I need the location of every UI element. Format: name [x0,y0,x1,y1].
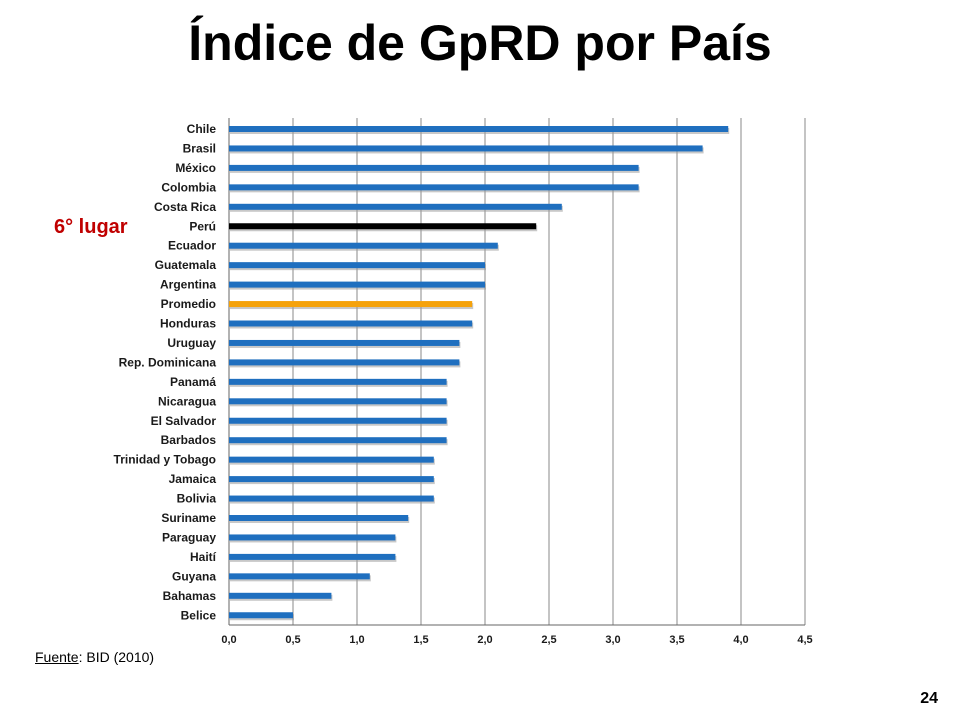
category-label: Belice [181,608,217,622]
bar [229,339,460,346]
x-axis-tick-labels: 0,0 0,5 1,0 1,5 2,0 2,5 3,0 3,5 4,0 4,5 [221,634,812,646]
category-label: Jamaica [169,472,217,486]
grid-layer [228,118,806,626]
x-tick-label: 0,5 [285,634,300,646]
bar [229,301,473,308]
category-label: Panamá [170,375,216,389]
category-label: Suriname [161,511,216,525]
source-label: Fuente [35,649,79,665]
category-label: Costa Rica [154,200,216,214]
bar [229,164,639,171]
bar [229,359,460,366]
bar [229,126,729,132]
bar [229,456,434,463]
bar [229,612,293,619]
bar [229,592,332,599]
category-label: Haití [190,550,217,564]
category-label: Rep. Dominicana [119,355,217,369]
page-number: 24 [920,690,938,707]
rank-annotation: 6° lugar [54,216,128,238]
bar [229,320,473,327]
category-label: Colombia [161,180,216,194]
category-label: Bahamas [163,589,217,603]
bar [229,534,396,541]
bar [229,417,447,424]
category-label: Promedio [161,297,216,311]
bar [229,573,370,580]
category-label: Ecuador [168,239,216,253]
bar [229,203,562,210]
x-tick-label: 0,0 [221,634,236,646]
bar [229,515,409,521]
bar [229,242,498,249]
category-label: Guyana [172,569,216,583]
x-tick-label: 4,5 [797,634,812,646]
bar [229,145,703,152]
category-label: Chile [187,122,217,136]
category-label: Argentina [160,278,216,292]
bar [229,281,485,288]
x-tick-label: 3,0 [605,634,620,646]
source-note: Fuente: BID (2010) [35,649,154,665]
x-tick-label: 2,5 [541,634,556,646]
x-tick-label: 2,0 [477,634,492,646]
category-label: Honduras [160,317,216,331]
x-tick-label: 3,5 [669,634,684,646]
category-label: El Salvador [151,414,217,428]
category-label: Nicaragua [158,394,216,408]
bar [229,398,447,405]
bar [229,223,537,230]
bar [229,495,434,502]
category-label: Perú [189,219,216,233]
bar [229,262,485,269]
category-label: Paraguay [162,530,216,544]
category-label: Uruguay [167,336,216,350]
bar [229,437,447,444]
source-text: : BID (2010) [78,649,155,665]
category-label: Brasil [183,141,216,155]
category-label: Guatemala [155,258,217,272]
category-label: Barbados [161,433,217,447]
bar [229,184,639,191]
x-tick-label: 1,5 [413,634,428,646]
category-label: México [175,161,216,175]
bar [229,476,434,483]
bars-layer [229,126,730,621]
bar [229,378,447,385]
slide-title: Índice de GpRD por País [188,15,772,71]
bar [229,553,396,560]
x-tick-label: 4,0 [733,634,748,646]
category-label: Trinidad y Tobago [114,453,216,467]
category-labels: Chile Brasil México Colombia Costa Rica Perú E… [114,122,217,622]
x-tick-label: 1,0 [349,634,364,646]
category-label: Bolivia [177,492,217,506]
